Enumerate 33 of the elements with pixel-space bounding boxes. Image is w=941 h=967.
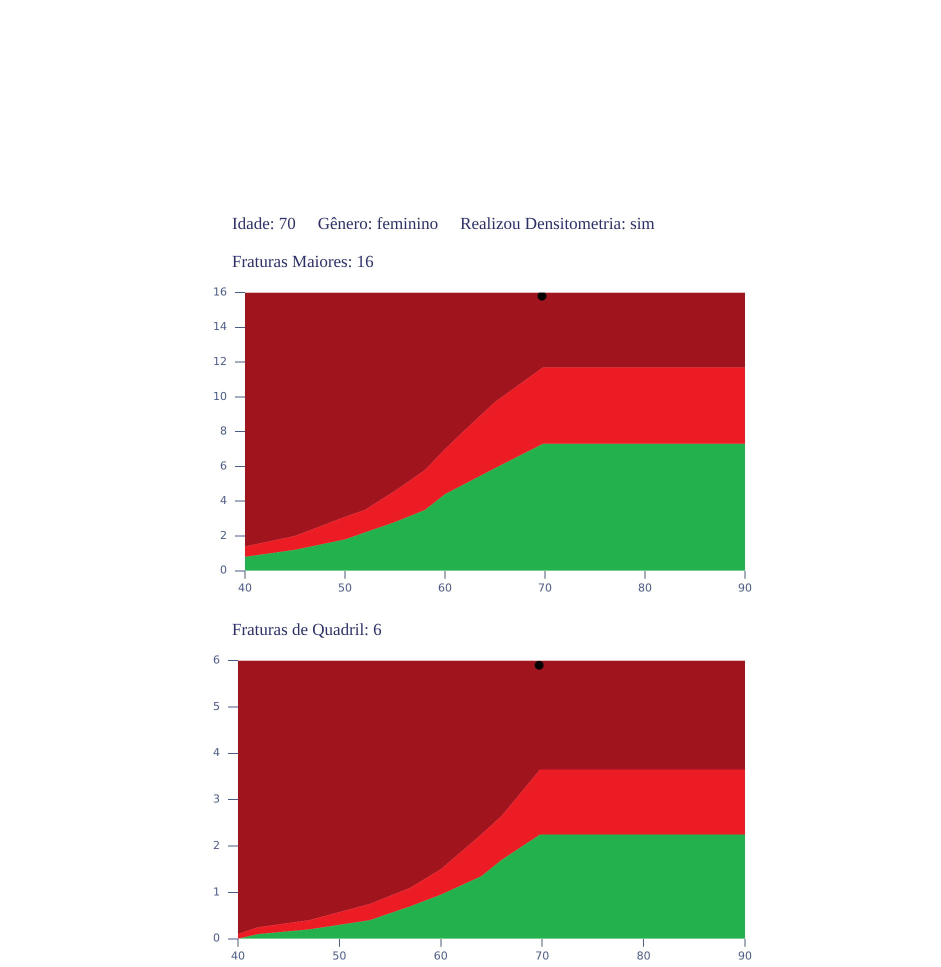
x-tick-label: 80 (638, 581, 652, 594)
x-tick-label: 40 (238, 581, 252, 594)
chart-title: Fraturas Maiores: 16 (232, 252, 375, 273)
x-tick-label: 40 (231, 949, 245, 962)
x-tick-label: 50 (338, 581, 352, 594)
x-tick-label: 70 (538, 581, 552, 594)
y-tick-label: 0 (213, 932, 220, 945)
text: Realizou Densitometria: sim (460, 214, 655, 235)
y-tick-label: 4 (213, 746, 220, 760)
y-tick-label: 4 (220, 494, 227, 508)
x-tick-label: 70 (535, 949, 550, 962)
y-tick-label: 8 (220, 424, 227, 438)
x-tick-label: 80 (636, 949, 651, 962)
chart-title: Fraturas de Quadril: 6 (232, 620, 383, 641)
y-tick-label: 12 (212, 355, 227, 368)
y-tick-label: 0 (220, 564, 227, 577)
x-tick-label: 90 (738, 581, 752, 594)
y-tick-label: 16 (212, 285, 227, 298)
y-tick-label: 6 (213, 653, 220, 666)
y-tick-label: 6 (220, 459, 227, 472)
x-tick-label: 60 (434, 949, 448, 962)
y-tick-label: 10 (212, 390, 227, 403)
y-tick-label: 2 (213, 838, 220, 852)
y-tick-label: 2 (220, 528, 227, 542)
y-tick-label: 14 (212, 320, 227, 334)
y-tick-label: 3 (213, 792, 220, 806)
x-tick-label: 50 (332, 949, 346, 962)
x-tick-label: 90 (738, 949, 752, 962)
x-tick-label: 60 (438, 581, 452, 594)
text: Gênero: feminino (318, 214, 438, 235)
text: Idade: 70 (232, 214, 296, 235)
y-tick-label: 5 (213, 700, 220, 713)
y-tick-label: 1 (213, 885, 220, 898)
